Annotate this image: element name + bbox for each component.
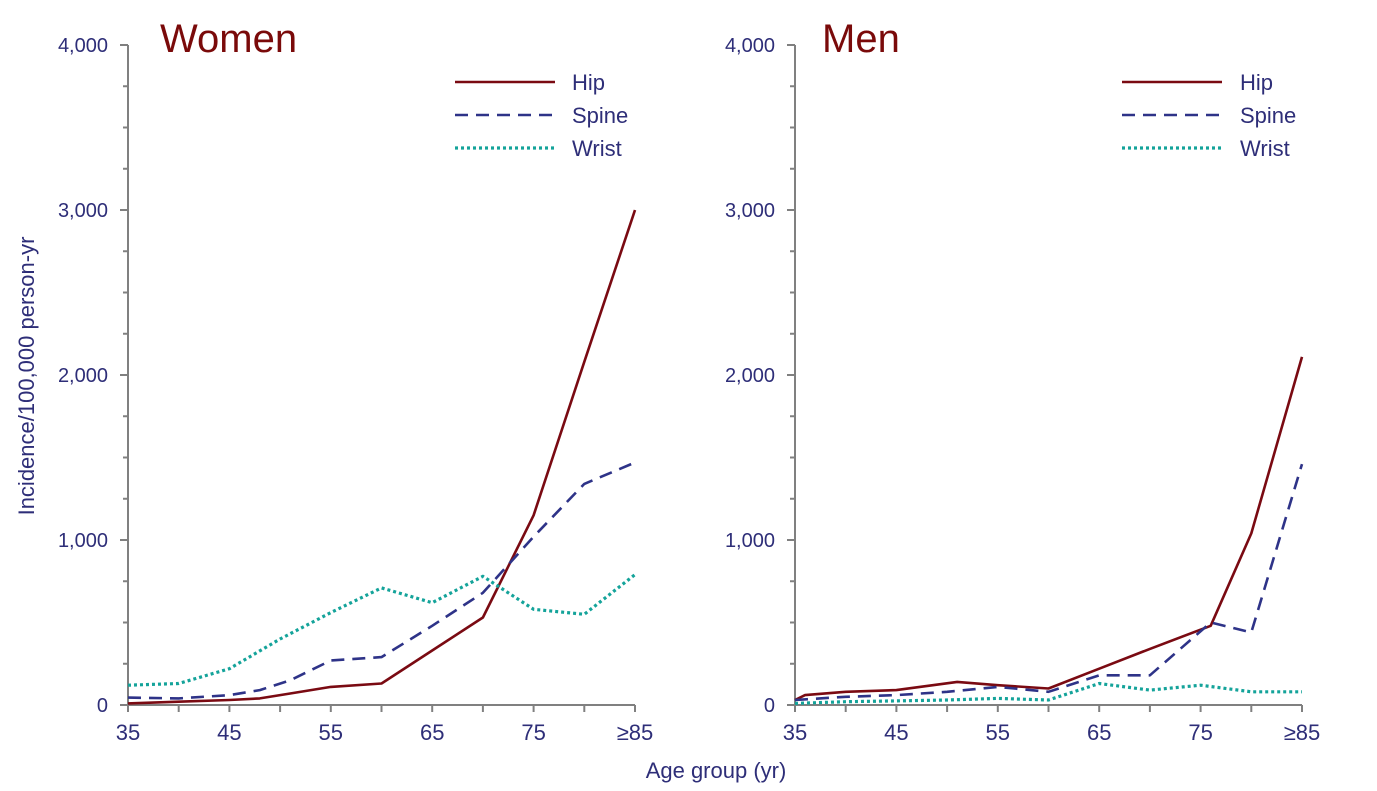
legend-label-spine: Spine bbox=[572, 103, 628, 128]
legend: Hip Spine Wrist bbox=[1122, 70, 1296, 161]
series-line-hip bbox=[127, 209, 637, 705]
x-tick-label: 65 bbox=[1087, 720, 1111, 745]
x-tick-label: ≥85 bbox=[617, 720, 654, 745]
x-tick-label: 75 bbox=[521, 720, 545, 745]
legend-label-hip: Hip bbox=[572, 70, 605, 95]
x-tick-label: 75 bbox=[1188, 720, 1212, 745]
y-tick-label: 4,000 bbox=[58, 35, 108, 57]
men-panel: 0 1,000 2,000 3,000 4,000 35 45 55 65 75 ≥85 Men Hip… bbox=[725, 17, 1320, 745]
x-tick-label: 45 bbox=[884, 720, 908, 745]
y-tick-label: 3,000 bbox=[725, 200, 775, 222]
x-tick-label: 55 bbox=[986, 720, 1010, 745]
y-tick-label: 0 bbox=[97, 695, 108, 717]
legend-label-spine: Spine bbox=[1240, 103, 1296, 128]
x-tick-label: 35 bbox=[783, 720, 807, 745]
legend-label-wrist: Wrist bbox=[572, 136, 622, 161]
legend: Hip Spine Wrist bbox=[455, 70, 628, 161]
y-tick-label: 1,000 bbox=[58, 530, 108, 552]
x-tick-label: 35 bbox=[116, 720, 140, 745]
series-line-hip bbox=[794, 356, 1304, 702]
y-tick-label: 1,000 bbox=[725, 530, 775, 552]
x-tick-label: ≥85 bbox=[1284, 720, 1321, 745]
y-axis-label: Incidence/100,000 person-yr bbox=[14, 237, 39, 516]
x-axis-label: Age group (yr) bbox=[646, 758, 787, 783]
y-tick-label: 3,000 bbox=[58, 200, 108, 222]
x-tick-label: 45 bbox=[217, 720, 241, 745]
panel-title: Men bbox=[822, 17, 900, 61]
women-panel: 0 1,000 2,000 3,000 4,000 35 45 55 65 75 ≥85 Women H… bbox=[58, 17, 653, 745]
series-line-spine bbox=[127, 461, 636, 700]
x-tick-label: 55 bbox=[319, 720, 343, 745]
y-tick-label: 2,000 bbox=[725, 365, 775, 387]
y-tick-label: 0 bbox=[764, 695, 775, 717]
legend-label-wrist: Wrist bbox=[1240, 136, 1290, 161]
panel-title: Women bbox=[160, 17, 297, 61]
y-tick-label: 2,000 bbox=[58, 365, 108, 387]
x-tick-label: 65 bbox=[420, 720, 444, 745]
legend-label-hip: Hip bbox=[1240, 70, 1273, 95]
series-line-wrist bbox=[794, 681, 1302, 705]
series-line-wrist bbox=[127, 573, 636, 687]
y-tick-label: 4,000 bbox=[725, 35, 775, 57]
series-line-spine bbox=[794, 463, 1304, 702]
